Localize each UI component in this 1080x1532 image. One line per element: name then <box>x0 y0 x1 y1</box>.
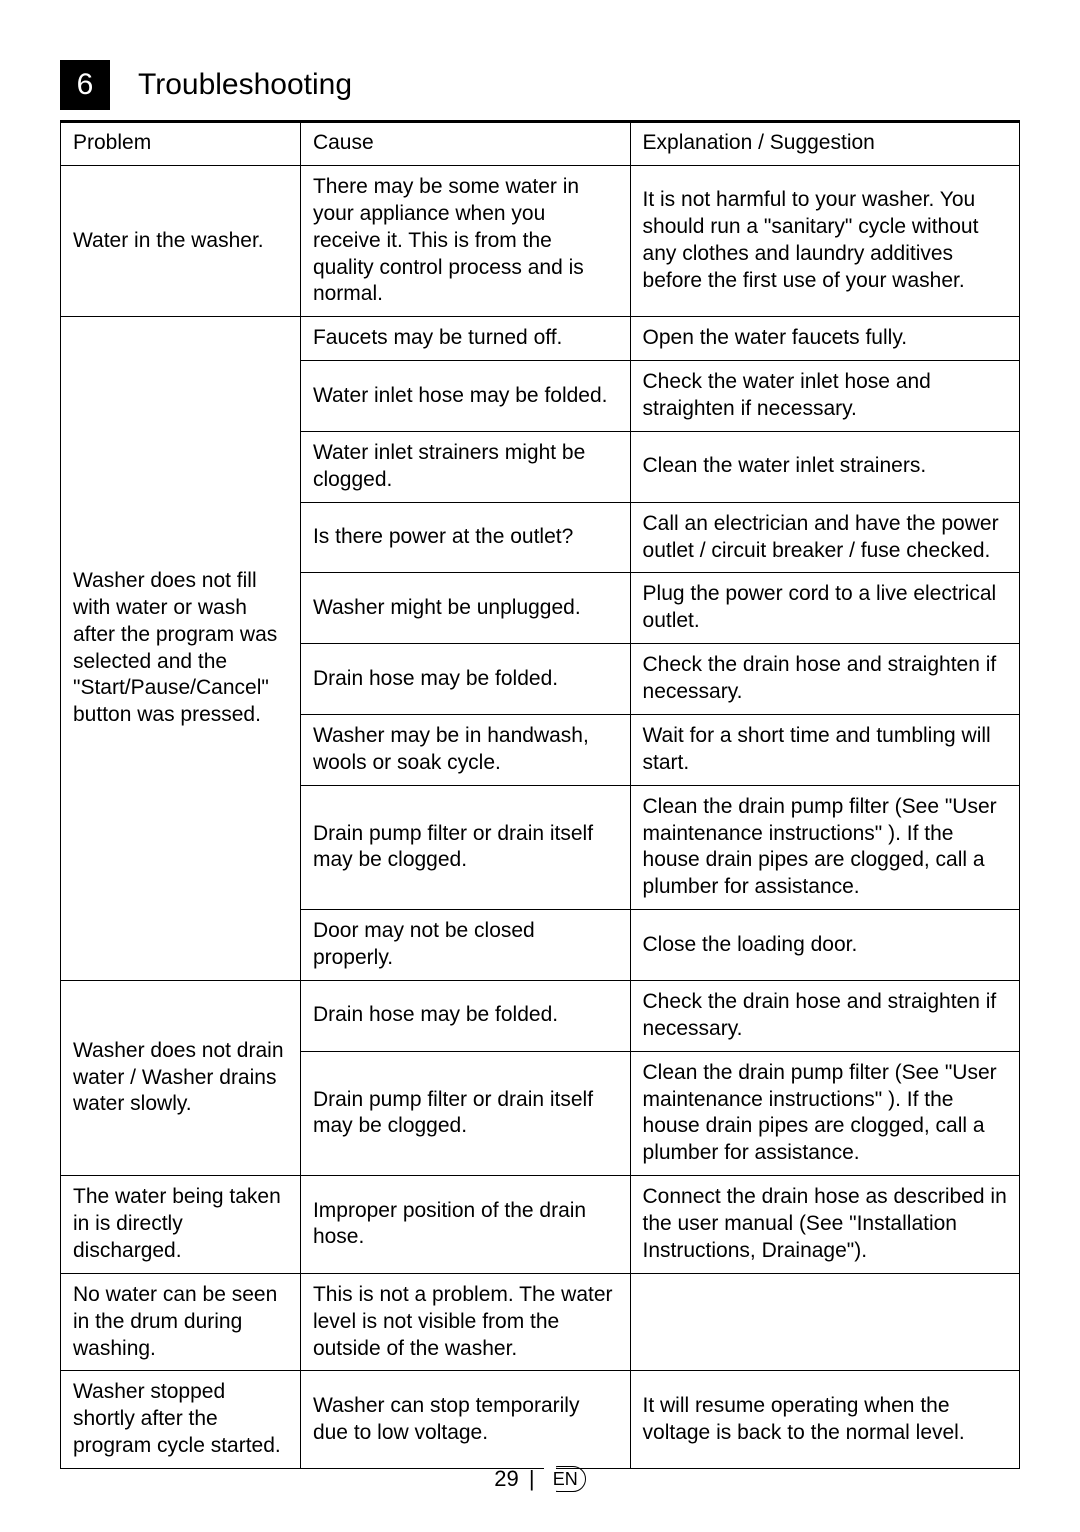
cell-suggestion: Clean the drain pump filter (See "User m… <box>630 785 1019 910</box>
cell-problem: No water can be seen in the drum during … <box>61 1273 301 1371</box>
cell-suggestion: It is not harmful to your washer. You sh… <box>630 165 1019 316</box>
table-row: Washer does not drain water / Washer dra… <box>61 980 1020 1051</box>
col-header-suggestion: Explanation / Suggestion <box>630 122 1019 166</box>
troubleshooting-table: Problem Cause Explanation / Suggestion W… <box>60 121 1020 1469</box>
table-row: No water can be seen in the drum during … <box>61 1273 1020 1371</box>
cell-suggestion: Call an electrician and have the power o… <box>630 502 1019 573</box>
cell-cause: Drain pump filter or drain itself may be… <box>300 785 630 910</box>
cell-suggestion: It will resume operating when the voltag… <box>630 1371 1019 1469</box>
page-number: 29 <box>494 1466 518 1491</box>
section-header: 6 Troubleshooting <box>60 60 1020 110</box>
table-row: The water being taken in is directly dis… <box>61 1176 1020 1274</box>
cell-suggestion: Connect the drain hose as described in t… <box>630 1176 1019 1274</box>
section-title: Troubleshooting <box>138 60 352 110</box>
section-number: 6 <box>77 68 94 102</box>
cell-cause: Improper position of the drain hose. <box>300 1176 630 1274</box>
cell-suggestion: Plug the power cord to a live electrical… <box>630 573 1019 644</box>
cell-problem: Washer does not drain water / Washer dra… <box>61 980 301 1175</box>
cell-suggestion: Clean the drain pump filter (See "User m… <box>630 1051 1019 1176</box>
table-row: Washer does not fill with water or wash … <box>61 317 1020 361</box>
cell-cause: Drain hose may be folded. <box>300 644 630 715</box>
language-code: EN <box>553 1469 578 1489</box>
col-header-problem: Problem <box>61 122 301 166</box>
cell-suggestion: Check the drain hose and straighten if n… <box>630 980 1019 1051</box>
cell-cause: Is there power at the outlet? <box>300 502 630 573</box>
cell-cause: Washer might be unplugged. <box>300 573 630 644</box>
cell-cause: Drain pump filter or drain itself may be… <box>300 1051 630 1176</box>
cell-suggestion: Check the drain hose and straighten if n… <box>630 644 1019 715</box>
language-badge: EN <box>545 1466 586 1492</box>
cell-suggestion: Open the water faucets fully. <box>630 317 1019 361</box>
page-footer: 29 | EN <box>0 1465 1080 1492</box>
cell-cause: Faucets may be turned off. <box>300 317 630 361</box>
cell-cause: Washer can stop temporarily due to low v… <box>300 1371 630 1469</box>
cell-suggestion: Close the loading door. <box>630 910 1019 981</box>
cell-cause: Water inlet strainers might be clogged. <box>300 431 630 502</box>
section-number-box: 6 <box>60 60 110 110</box>
table-row: Water in the washer.There may be some wa… <box>61 165 1020 316</box>
cell-problem: The water being taken in is directly dis… <box>61 1176 301 1274</box>
cell-suggestion: Clean the water inlet strainers. <box>630 431 1019 502</box>
table-header-row: Problem Cause Explanation / Suggestion <box>61 122 1020 166</box>
cell-cause: This is not a problem. The water level i… <box>300 1273 630 1371</box>
cell-problem: Washer stopped shortly after the program… <box>61 1371 301 1469</box>
cell-suggestion <box>630 1273 1019 1371</box>
cell-cause: Door may not be closed properly. <box>300 910 630 981</box>
cell-cause: Washer may be in handwash, wools or soak… <box>300 714 630 785</box>
cell-problem: Washer does not fill with water or wash … <box>61 317 301 981</box>
table-row: Washer stopped shortly after the program… <box>61 1371 1020 1469</box>
footer-separator: | <box>529 1466 535 1491</box>
cell-cause: Drain hose may be folded. <box>300 980 630 1051</box>
cell-cause: Water inlet hose may be folded. <box>300 361 630 432</box>
cell-problem: Water in the washer. <box>61 165 301 316</box>
cell-suggestion: Check the water inlet hose and straighte… <box>630 361 1019 432</box>
col-header-cause: Cause <box>300 122 630 166</box>
cell-suggestion: Wait for a short time and tumbling will … <box>630 714 1019 785</box>
cell-cause: There may be some water in your applianc… <box>300 165 630 316</box>
